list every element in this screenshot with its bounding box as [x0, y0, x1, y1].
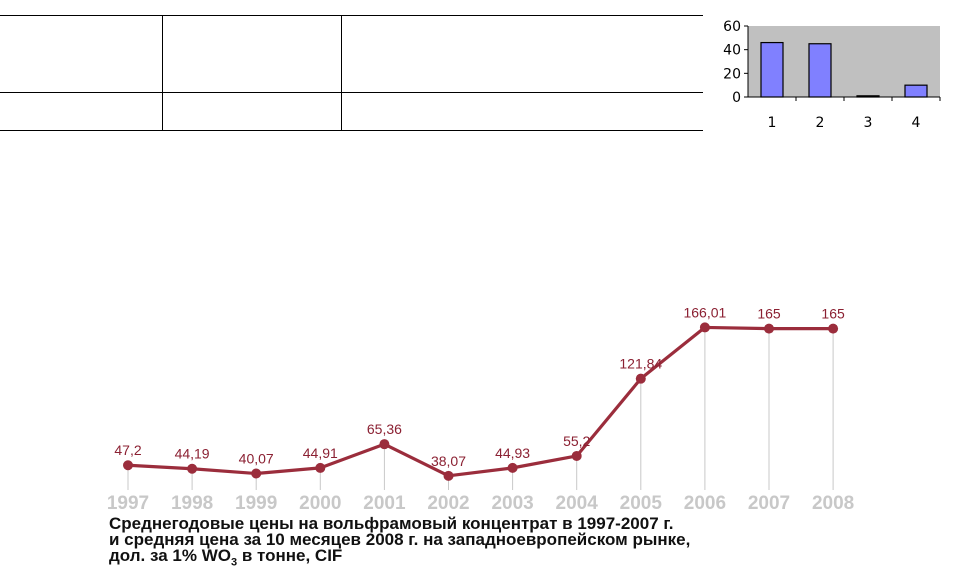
price-line-chart: 47,2 1997 44,19 1998 40,07 1999 44,91 2000 65,36…	[107, 304, 854, 514]
data-point	[251, 468, 262, 479]
data-label: 47,2	[114, 442, 141, 458]
x-tick-label: 2003	[491, 493, 533, 514]
y-tick-label: 60	[723, 19, 741, 35]
table-cell	[162, 92, 342, 131]
x-tick-label: 2001	[363, 493, 406, 514]
table-row	[0, 92, 703, 131]
caption-line-3: дол. за 1% WO3 в тонне, CIF	[109, 546, 869, 568]
x-tick-label: 3	[864, 115, 873, 131]
bar	[760, 41, 784, 98]
x-tick-label: 4	[912, 115, 921, 131]
caption-line-3-prefix: дол. за 1% WO	[109, 546, 231, 565]
x-tick-label: 1999	[235, 493, 277, 514]
data-label: 44,91	[303, 445, 338, 461]
bar	[904, 84, 928, 98]
bar	[808, 43, 832, 98]
table-cell	[0, 92, 163, 131]
x-tick-label: 1998	[171, 493, 213, 514]
data-label: 38,07	[431, 453, 466, 469]
x-tick-label: 2007	[748, 493, 790, 514]
data-point	[379, 439, 390, 450]
table-cell	[341, 15, 703, 93]
data-point	[635, 373, 646, 384]
x-tick-label: 1	[768, 115, 777, 131]
bar	[856, 95, 880, 98]
x-tick-label: 2005	[620, 493, 663, 514]
data-label: 165	[821, 306, 845, 322]
caption-line-1: Среднегодовые цены на вольфрамовый конце…	[109, 514, 674, 533]
data-label: 44,19	[175, 446, 210, 462]
data-point	[443, 470, 454, 481]
data-point	[764, 323, 774, 334]
x-tick-label: 2008	[812, 493, 854, 514]
y-tick-label: 40	[723, 43, 741, 59]
data-point	[315, 462, 326, 473]
caption-line-3-suffix: в тонне, CIF	[237, 546, 343, 565]
table-cell	[341, 92, 703, 131]
data-point	[187, 463, 198, 474]
caption-subscript: 3	[230, 556, 238, 569]
data-point	[507, 462, 518, 473]
data-point	[699, 322, 710, 333]
table-row	[0, 15, 703, 93]
y-tick-label: 0	[732, 90, 741, 106]
data-point	[571, 450, 582, 461]
chart-caption: Среднегодовые цены на вольфрамовый конце…	[109, 514, 869, 568]
data-label: 121,84	[619, 356, 662, 372]
x-tick-label: 2006	[684, 493, 726, 514]
data-label: 44,93	[495, 445, 530, 461]
x-tick-label: 2000	[299, 493, 341, 514]
mini-bar-chart: 0 20 40 60 1 2 3 4	[723, 19, 941, 131]
data-label: 166,01	[683, 304, 726, 320]
data-label: 55,2	[563, 433, 590, 449]
data-table	[0, 15, 703, 131]
x-tick-label: 2002	[427, 493, 469, 514]
series-line	[127, 325, 834, 478]
x-tick-label: 2	[816, 115, 825, 131]
data-label: 165	[757, 306, 781, 322]
table-cell	[162, 15, 342, 93]
x-tick-label: 1997	[107, 493, 149, 514]
data-label: 40,07	[239, 451, 274, 467]
data-point	[123, 460, 133, 471]
y-tick-label: 20	[723, 66, 741, 82]
data-label: 65,36	[367, 421, 402, 437]
x-tick-label: 2004	[556, 493, 599, 514]
caption-line-2: и средняя цена за 10 месяцев 2008 г. на …	[109, 530, 691, 549]
data-point	[828, 323, 839, 334]
table-cell	[0, 15, 163, 93]
